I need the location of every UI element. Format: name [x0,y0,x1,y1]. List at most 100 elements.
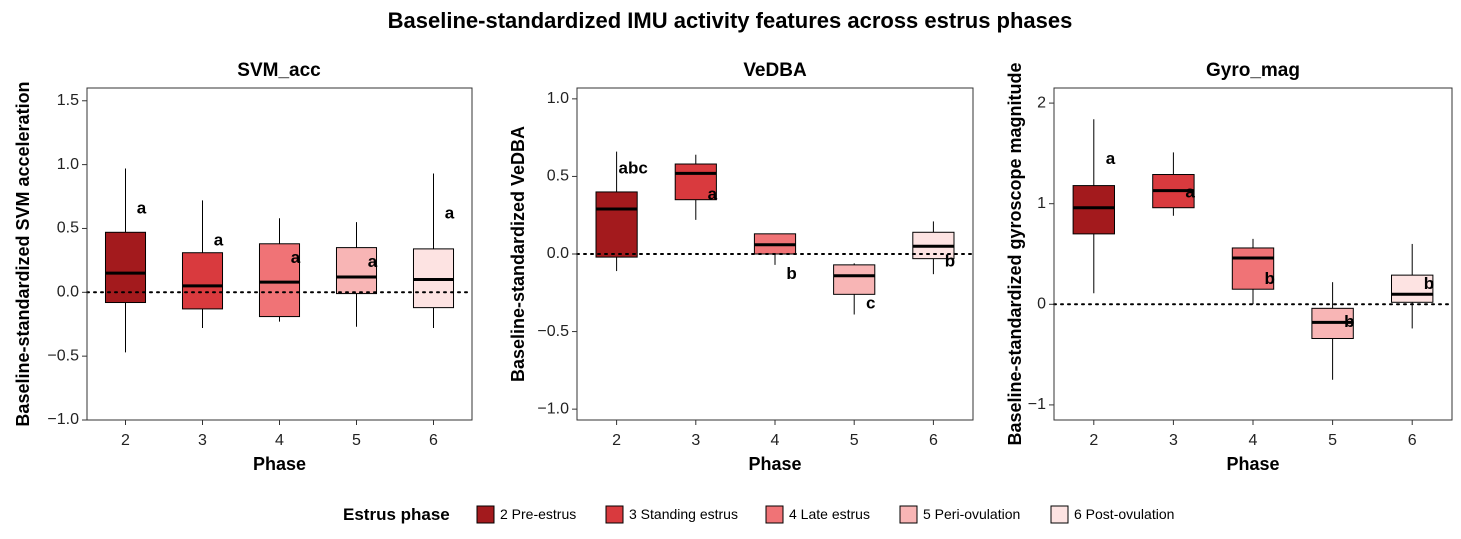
box [1072,185,1115,235]
box-phase-3: a [674,154,718,220]
y-tick-label: 1.0 [57,156,79,173]
box-phase-6: a [412,173,455,329]
y-tick-label: −1 [1028,396,1046,413]
legend-label: 4 Late estrus [789,506,870,522]
significance-letter: a [708,185,718,204]
x-tick-label: 6 [429,432,438,449]
x-tick-label: 3 [198,432,207,449]
box-phase-4: a [258,218,301,322]
panel-border [576,87,974,421]
x-tick-label: 4 [771,432,780,449]
panel-border [86,87,473,421]
box-phase-5: a [335,222,378,327]
legend-label: 5 Peri-ovulation [923,506,1020,522]
significance-letter: b [786,264,796,283]
panel-2: VeDBA Baseline-standardized VeDBA Phase −1.… [508,60,974,474]
significance-letter: a [1185,182,1195,201]
y-tick-label: 0.5 [547,168,569,185]
box-phase-5: c [833,263,876,315]
box [1231,247,1275,290]
significance-letter: a [445,204,455,223]
box [1391,274,1434,303]
x-axis-title: Phase [1226,454,1279,474]
y-tick-label: −0.5 [537,323,569,340]
significance-letter: a [291,248,301,267]
significance-letter: b [945,251,955,270]
y-tick-label: 0.0 [57,284,79,301]
legend-swatch [605,505,624,524]
y-tick-label: 1.0 [547,90,569,107]
significance-letter: a [214,230,224,249]
panel-3: Gyro_mag Baseline-standardized gyroscope … [1005,60,1453,474]
box-phase-6: b [1391,243,1434,329]
significance-letter: b [1424,274,1434,293]
y-tick-label: 1.5 [57,92,79,109]
y-tick-label: −1.0 [47,411,79,428]
significance-letter: b [1265,269,1275,288]
box-phase-2: abc [595,151,648,272]
panel-border [1053,87,1453,421]
x-tick-label: 3 [1169,432,1178,449]
box-phase-3: a [181,200,224,329]
legend-swatch [476,505,495,524]
panel-title: SVM_acc [237,60,321,81]
box-phase-5: b [1311,282,1354,380]
box-phase-2: a [1072,119,1116,294]
box-phase-4: b [753,233,797,283]
y-tick-label: 0.0 [547,245,569,262]
y-axis-title: Baseline-standardized VeDBA [508,126,528,382]
box [181,252,224,310]
legend-item: 4 Late estrus [765,505,870,524]
legend-label: 6 Post-ovulation [1074,506,1174,522]
x-tick-label: 3 [691,432,700,449]
panels: SVM_acc Baseline-standardized SVM acceler… [13,60,1453,474]
legend-item: 2 Pre-estrus [476,505,576,524]
y-tick-label: 0.5 [57,220,79,237]
y-tick-label: 0 [1037,296,1046,313]
x-tick-label: 5 [850,432,859,449]
y-tick-label: 2 [1037,94,1046,111]
y-axis-title: Baseline-standardized SVM acceleration [13,81,33,426]
x-tick-label: 4 [1249,432,1258,449]
box [335,247,378,295]
y-tick-label: 1 [1037,195,1046,212]
box-phase-2: a [104,168,147,353]
legend-swatch [1050,505,1069,524]
panel-1: SVM_acc Baseline-standardized SVM acceler… [13,60,473,474]
box [595,191,638,258]
box [258,243,301,318]
box-phase-3: a [1152,152,1195,216]
x-tick-label: 5 [352,432,361,449]
significance-letter: c [866,293,875,312]
box [674,163,717,201]
chart-title: Baseline-standardized IMU activity featu… [388,8,1073,33]
legend-item: 5 Peri-ovulation [899,505,1020,524]
x-tick-label: 6 [1408,432,1417,449]
legend-title: Estrus phase [343,505,450,524]
x-axis-title: Phase [748,454,801,474]
x-tick-label: 4 [275,432,284,449]
x-tick-label: 5 [1328,432,1337,449]
box [833,264,876,295]
panel-title: VeDBA [743,60,807,81]
box-phase-4: b [1231,238,1275,305]
y-tick-label: −0.5 [47,347,79,364]
legend-label: 2 Pre-estrus [500,506,576,522]
significance-letter: a [368,252,378,271]
y-axis-title: Baseline-standardized gyroscope magnitud… [1005,62,1025,445]
significance-letter: b [1344,312,1354,331]
significance-letter: abc [619,159,648,178]
x-tick-label: 2 [612,432,621,449]
legend-label: 3 Standing estrus [629,506,738,522]
box [104,231,147,304]
x-tick-label: 2 [121,432,130,449]
legend-item: 3 Standing estrus [605,505,738,524]
significance-letter: a [1106,149,1116,168]
box-phase-6: b [912,221,955,275]
x-tick-label: 2 [1089,432,1098,449]
legend-item: 6 Post-ovulation [1050,505,1174,524]
legend-swatch [765,505,784,524]
x-tick-label: 6 [929,432,938,449]
